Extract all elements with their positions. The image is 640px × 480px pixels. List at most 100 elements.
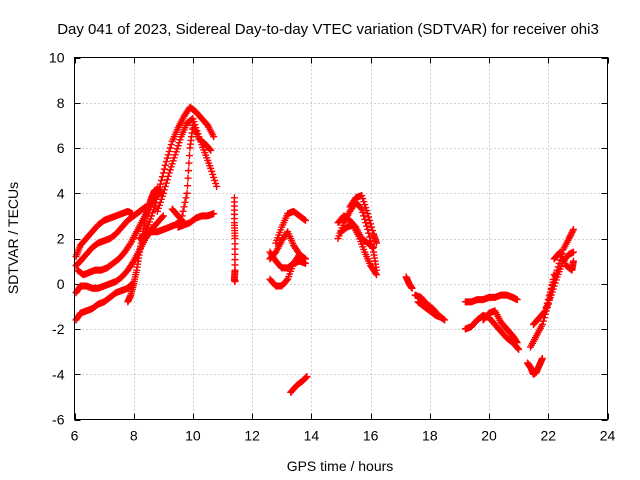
data-point [538,354,546,362]
data-point [155,184,163,192]
data-point [538,320,546,328]
data-point [163,176,171,184]
data-point [515,345,523,353]
data-point [360,212,368,220]
data-point [408,284,416,292]
y-tick-label: 0 [57,276,65,292]
data-point [301,374,309,382]
y-tick-label: -4 [52,366,65,382]
data-point [373,271,381,279]
x-tick-label: 18 [422,428,438,444]
data-point [160,165,168,173]
series-arc-2 [72,203,150,270]
data-point [296,250,304,258]
x-tick-label: 24 [600,428,616,444]
data-point [367,220,375,228]
y-tick-label: 2 [57,231,65,247]
x-tick-label: 16 [363,428,379,444]
y-tick-label: -6 [52,412,65,428]
data-point [179,207,187,215]
data-point [183,189,191,197]
series-arc-5 [72,280,136,324]
data-point [184,174,192,182]
data-point [154,188,162,196]
data-point [373,239,381,247]
data-point [213,182,221,190]
data-point [300,254,308,262]
data-point [180,219,188,227]
data-point [164,172,172,180]
data-point [231,277,239,285]
data-point [358,205,366,213]
data-point [302,373,310,381]
series-arc-30 [529,225,577,328]
data-point [153,192,161,200]
data-point [167,141,175,149]
data-point [369,243,377,251]
series-arc-16 [266,228,304,263]
axis-ticks [74,57,609,421]
data-point [161,182,169,190]
data-point [210,133,218,141]
grid-lines [74,57,608,420]
series-arc-22 [402,273,416,292]
data-point [162,158,170,166]
data-point [159,189,167,197]
data-point [569,248,577,256]
data-point [301,255,309,263]
x-tick-label: 10 [185,428,201,444]
data-point [185,167,193,175]
plot-frame [74,57,608,420]
data-point [166,144,174,152]
data-point [207,146,215,154]
data-point [165,147,173,155]
x-axis-title: GPS time / hours [287,458,394,474]
data-point [539,317,547,325]
y-tick-label: 6 [57,140,65,156]
data-point [512,337,520,345]
data-point [182,194,190,202]
data-point [366,216,374,224]
data-point [184,182,192,190]
data-point [159,212,167,220]
x-tick-label: 14 [304,428,320,444]
data-points [72,103,577,396]
data-point [160,186,168,194]
data-point [370,244,378,252]
y-tick-labels: -6 -4 -2 0 2 4 6 8 10 [49,50,65,428]
data-point [569,257,577,265]
series-arc-27 [479,307,521,347]
data-point [438,314,446,322]
series-arc-25 [461,291,521,306]
data-point [372,269,380,277]
data-point [164,151,172,159]
data-point [368,223,376,231]
series-arc-32 [550,248,577,274]
series-arc-15 [272,207,309,247]
data-point [158,173,166,181]
series-arc-12 [230,194,239,285]
data-point [569,225,577,233]
data-point [283,276,291,284]
data-point [180,203,188,211]
data-point [151,199,159,207]
data-point [179,218,187,226]
data-point [158,213,166,221]
series-arc-11 [168,205,188,227]
y-tick-label: 4 [57,185,65,201]
x-tick-label: 20 [481,428,497,444]
data-point [300,216,308,224]
chart-title: Day 041 of 2023, Sidereal Day-to-day VTE… [57,21,599,38]
data-point [365,213,373,221]
data-point [303,373,311,381]
data-point [369,227,377,235]
series-arc-14 [266,250,309,290]
series-arc-20 [346,192,381,247]
data-point [295,249,303,257]
data-point [162,179,170,187]
x-tick-label: 8 [130,428,138,444]
data-point [210,210,218,218]
data-point [359,208,367,216]
series-arc-24 [414,298,446,322]
